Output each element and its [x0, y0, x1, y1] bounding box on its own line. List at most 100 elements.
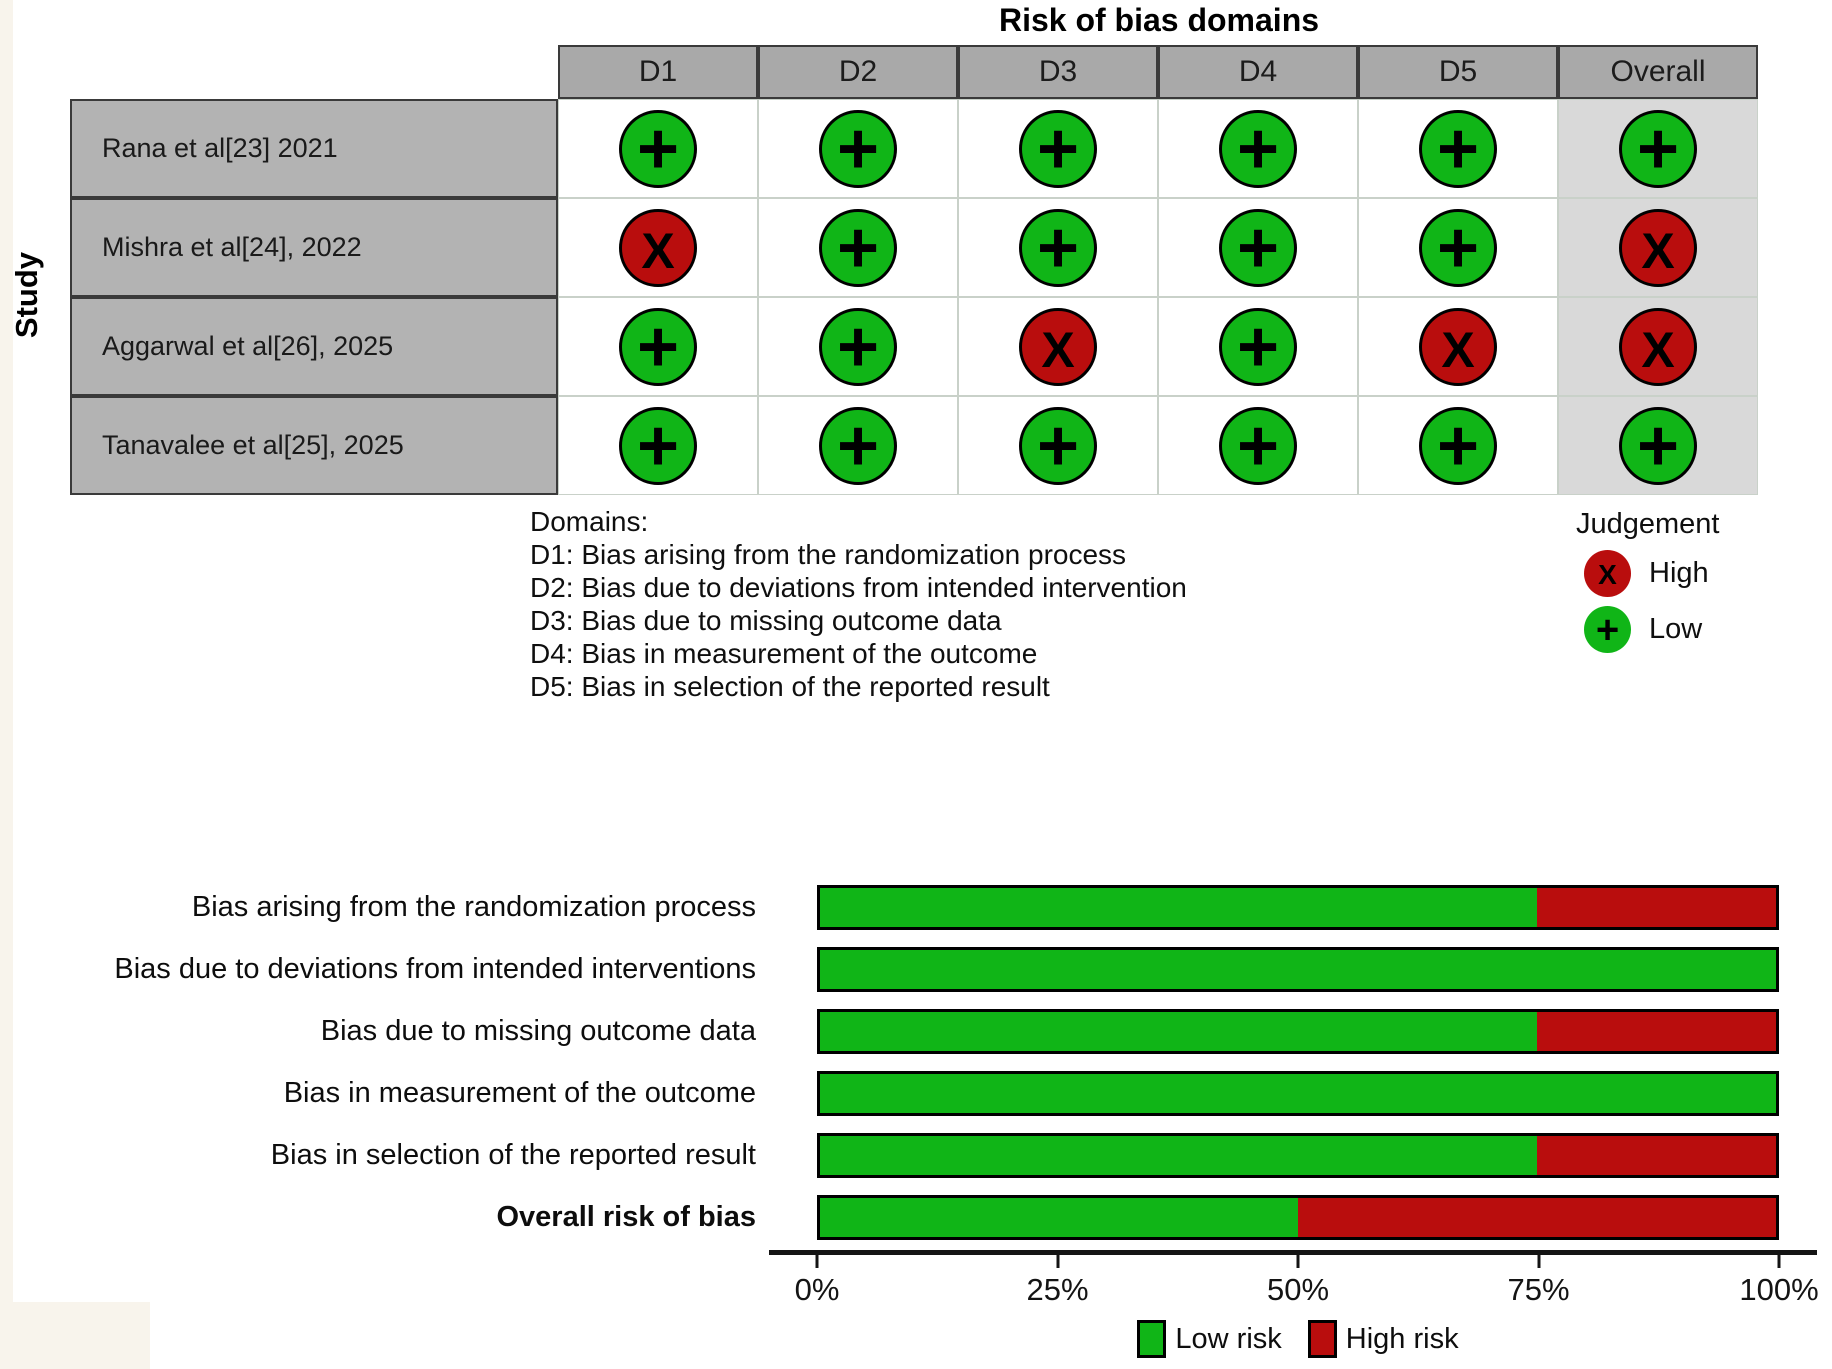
study-name-cell: Aggarwal et al[26], 2025 — [70, 297, 558, 396]
judgement-icon-high: X — [1419, 307, 1497, 386]
judgement-cell: + — [1358, 396, 1558, 495]
judgement-symbol-low: + — [836, 405, 880, 486]
judgement-legend-label: Low — [1649, 613, 1703, 645]
judgement-cell: X — [1358, 297, 1558, 396]
legend-swatch-low — [1137, 1320, 1167, 1358]
bar-segment-low — [820, 1136, 1537, 1175]
judgement-cell: + — [558, 396, 758, 495]
judgement-cell: + — [1158, 396, 1358, 495]
judgement-icon-low: + — [819, 109, 897, 188]
judgement-icon-low: + — [1219, 207, 1297, 288]
x-axis-tick-label: 75% — [1507, 1272, 1570, 1307]
x-axis-tick — [1537, 1255, 1540, 1268]
x-axis-tick — [815, 1255, 819, 1268]
judgement-icon-low: + — [1219, 109, 1297, 188]
x-axis-tick-label: 0% — [794, 1272, 840, 1307]
judgement-symbol-low: + — [1636, 405, 1680, 486]
judgement-legend-title: Judgement — [1576, 508, 1720, 540]
bar-row: Bias in measurement of the outcome — [0, 1071, 1832, 1116]
study-name-cell: Tanavalee et al[25], 2025 — [70, 396, 558, 495]
column-header-d5: D5 — [1358, 45, 1558, 99]
bar-category-label: Bias in measurement of the outcome — [283, 1077, 756, 1109]
bar-segment-low — [820, 950, 1776, 989]
judgement-symbol-low: + — [1236, 207, 1280, 288]
judgement-cell: + — [558, 297, 758, 396]
column-header-d3: D3 — [958, 45, 1158, 99]
judgement-cell: X — [958, 297, 1158, 396]
domain-definition: D1: Bias arising from the randomization … — [530, 539, 1127, 570]
bar-category-label: Overall risk of bias — [496, 1201, 756, 1233]
judgement-symbol-low: + — [1595, 607, 1620, 652]
judgement-cell: + — [958, 99, 1158, 198]
bar-segment-high — [1537, 888, 1776, 927]
judgement-icon-low: + — [619, 108, 697, 189]
judgement-symbol-low: + — [1236, 306, 1280, 387]
judgement-symbol-low: + — [636, 306, 680, 387]
bar-segment-low — [820, 1074, 1776, 1113]
judgement-cell: + — [1358, 99, 1558, 198]
judgement-icon-low: + — [1419, 406, 1497, 485]
judgement-cell: + — [1358, 198, 1558, 297]
judgement-cell: + — [558, 99, 758, 198]
judgement-cell: X — [1558, 297, 1758, 396]
bar-category-label: Bias in selection of the reported result — [270, 1139, 756, 1171]
judgement-symbol-low: + — [1236, 405, 1280, 486]
judgement-symbol-high: X — [641, 222, 675, 279]
bar-segment-low — [820, 1012, 1537, 1051]
x-axis-ticks: 0% 25% 50% 75% 100% — [795, 1255, 1819, 1315]
judgement-symbol-low: + — [1036, 207, 1080, 288]
table-corner-spacer — [70, 45, 558, 99]
stacked-bar — [817, 1071, 1779, 1116]
judgement-legend-label: High — [1649, 557, 1709, 589]
chart-legend: Low risk High risk — [817, 1320, 1779, 1358]
judgement-cell: + — [758, 198, 958, 297]
chart-legend-label: Low risk — [1175, 1322, 1282, 1355]
judgement-icon-low: + — [1219, 405, 1297, 486]
study-name-cell: Mishra et al[24], 2022 — [70, 198, 558, 297]
x-axis-tick — [1296, 1255, 1300, 1268]
bar-category-label: Bias due to deviations from intended int… — [114, 953, 756, 985]
judgement-symbol-low: + — [636, 108, 680, 189]
bar-segment-low — [820, 888, 1537, 927]
domains-note: Domains: D1: Bias arising from the rando… — [530, 505, 1187, 703]
domains-heading: Domains: — [530, 506, 649, 537]
column-header-d1: D1 — [558, 45, 758, 99]
figure-title: Risk of bias domains — [998, 2, 1320, 38]
study-axis-label: Study — [9, 251, 44, 339]
judgement-cell: X — [558, 198, 758, 297]
column-header-overall: Overall — [1558, 45, 1758, 99]
stacked-bar — [817, 1009, 1779, 1054]
domain-definition: D4: Bias in measurement of the outcome — [530, 638, 1038, 669]
judgement-icon-low: + — [1019, 406, 1097, 485]
study-name-cell: Rana et al[23] 2021 — [70, 99, 558, 198]
judgement-symbol-low: + — [836, 207, 880, 288]
bar-segment-high — [1537, 1012, 1776, 1051]
judgement-symbol-high: X — [1441, 321, 1475, 378]
chart-legend-item-high: High risk — [1307, 1320, 1459, 1358]
judgement-symbol-high: X — [1598, 558, 1617, 590]
judgement-legend-item-high: X High — [1584, 550, 1720, 597]
judgement-icon-low: + — [1419, 208, 1497, 287]
judgement-icon-low: + — [619, 406, 697, 485]
judgement-icon-low: + — [1019, 207, 1097, 288]
judgement-icon-high: X — [1619, 307, 1697, 386]
judgement-cell: + — [958, 396, 1158, 495]
judgement-icon-low: + — [819, 307, 897, 386]
x-axis-tick-label: 50% — [1266, 1272, 1330, 1307]
judgement-cell: + — [1158, 297, 1358, 396]
judgement-symbol-low: + — [1436, 108, 1480, 189]
judgement-legend-item-low: + Low — [1584, 606, 1720, 653]
x-axis-tick-label: 100% — [1739, 1272, 1819, 1307]
judgement-icon-low: + — [1219, 306, 1297, 387]
column-header-d4: D4 — [1158, 45, 1358, 99]
bar-chart: Bias arising from the randomization proc… — [0, 885, 1832, 1257]
judgement-legend: Judgement X High + Low — [1576, 508, 1720, 653]
judgement-cell: + — [1558, 99, 1758, 198]
judgement-symbol-low: + — [1036, 108, 1080, 189]
judgement-cell: + — [758, 396, 958, 495]
judgement-cell: + — [1558, 396, 1758, 495]
bar-row: Bias due to deviations from intended int… — [0, 947, 1832, 992]
judgement-cell: + — [1158, 198, 1358, 297]
judgement-legend-items: X High + Low — [1576, 550, 1720, 653]
judgement-icon-low: + — [619, 306, 697, 387]
